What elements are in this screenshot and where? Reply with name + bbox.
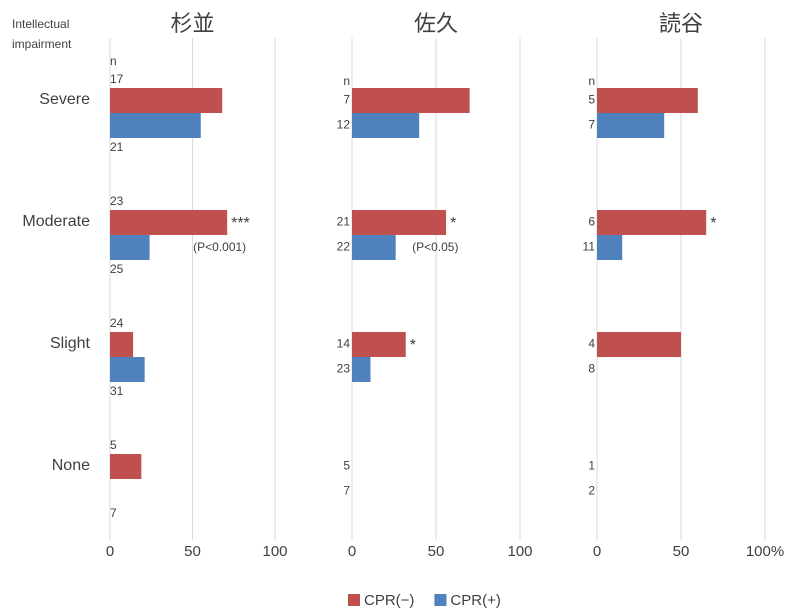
n-label: 4 — [588, 337, 595, 351]
bar — [352, 113, 420, 138]
n-label: 1 — [588, 459, 595, 473]
bar — [110, 235, 150, 260]
panel-title: 読谷 — [659, 11, 703, 36]
n-label: 23 — [110, 194, 124, 208]
n-label: 7 — [343, 93, 350, 107]
n-label: 12 — [337, 118, 351, 132]
n-label: 7 — [110, 506, 117, 520]
n-label: 31 — [110, 384, 124, 398]
significance-stars: * — [710, 215, 716, 232]
bar — [110, 88, 223, 113]
significance-stars: * — [410, 337, 416, 354]
p-value-label: (P<0.05) — [412, 240, 458, 254]
legend-label: CPR(−) — [364, 592, 414, 609]
n-label: 8 — [588, 362, 595, 376]
legend-swatch — [434, 594, 447, 606]
n-label: 24 — [110, 316, 124, 330]
x-tick-label: 100% — [746, 543, 784, 560]
n-header: n — [110, 54, 117, 68]
n-label: 22 — [337, 240, 351, 254]
bar — [352, 332, 406, 357]
category-label: Moderate — [22, 213, 90, 230]
x-tick-label: 50 — [673, 543, 690, 560]
bar — [110, 113, 201, 138]
x-tick-label: 50 — [428, 543, 445, 560]
x-tick-label: 100 — [507, 543, 532, 560]
x-tick-label: 50 — [184, 543, 201, 560]
n-label: 5 — [343, 459, 350, 473]
bar — [352, 235, 396, 260]
bar — [597, 210, 707, 235]
legend-swatch — [348, 594, 360, 606]
n-label: 17 — [110, 72, 124, 86]
bar — [110, 454, 142, 479]
y-axis-label: Intellectual — [12, 17, 69, 31]
n-label: 6 — [588, 215, 595, 229]
y-axis-label: impairment — [12, 37, 72, 51]
significance-stars: * — [450, 215, 456, 232]
n-label: 21 — [110, 140, 124, 154]
n-label: 25 — [110, 262, 124, 276]
bar — [597, 113, 665, 138]
p-value-label: (P<0.001) — [193, 240, 246, 254]
n-label: 21 — [337, 215, 351, 229]
n-label: 5 — [588, 93, 595, 107]
n-header: n — [588, 74, 595, 88]
n-header: n — [343, 74, 350, 88]
n-label: 14 — [337, 337, 351, 351]
panel-title: 杉並 — [170, 11, 214, 36]
bar — [110, 357, 145, 382]
legend-label: CPR(+) — [450, 592, 500, 609]
bar — [597, 235, 623, 260]
bar — [110, 210, 228, 235]
n-label: 11 — [583, 240, 596, 254]
n-label: 23 — [337, 362, 351, 376]
n-label: 5 — [110, 438, 117, 452]
x-tick-label: 0 — [348, 543, 356, 560]
bar — [597, 88, 698, 113]
x-tick-label: 0 — [106, 543, 114, 560]
bar — [352, 210, 447, 235]
panel-title: 佐久 — [414, 11, 458, 36]
bar — [110, 332, 134, 357]
bar — [352, 357, 371, 382]
n-label: 7 — [343, 484, 350, 498]
n-label: 2 — [588, 484, 595, 498]
category-label: None — [52, 457, 90, 474]
category-label: Severe — [39, 91, 90, 108]
bar — [352, 88, 470, 113]
x-tick-label: 0 — [593, 543, 601, 560]
bar — [597, 332, 681, 357]
n-label: 7 — [588, 118, 595, 132]
significance-stars: *** — [231, 215, 250, 232]
category-label: Slight — [50, 335, 91, 352]
x-tick-label: 100 — [262, 543, 287, 560]
